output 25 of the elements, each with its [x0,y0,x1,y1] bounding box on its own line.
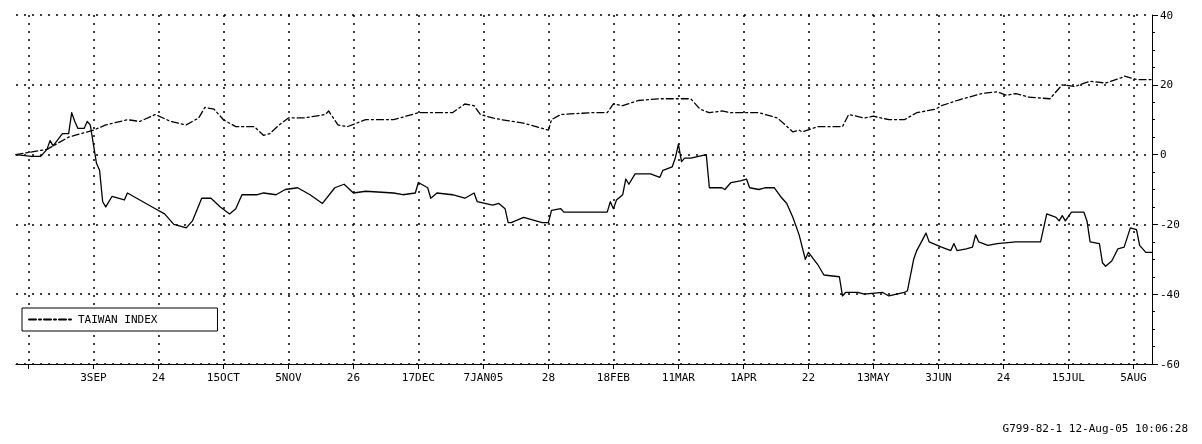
text: G799-82-1 12-Aug-05 10:06:28 [1002,422,1189,435]
x-tick-label: 24 [996,371,1011,384]
y-tick-label: 20 [1160,78,1174,92]
legend-label: TAIWAN INDEX [78,313,158,326]
x-tick-label: 15OCT [206,371,241,384]
x-tick-label: 22 [801,371,816,384]
x-tick-label: 18FEB [596,371,631,384]
x-tick-label: 3JUN [925,371,952,384]
x-tick-label: 11MAR [661,371,696,384]
y-tick-label: 0 [1160,148,1167,162]
x-tick-label: 15JUL [1051,371,1086,384]
x-tick-label: 24 [151,371,166,384]
x-tick-label: 5NOV [275,371,303,384]
y-tick-label: -40 [1160,287,1180,301]
x-tick-label: 1APR [730,371,758,384]
x-tick-label: 17DEC [401,371,435,384]
x-tick-label: 3SEP [80,371,107,384]
x-tick-label: 28 [541,371,556,384]
x-tick-label: 26 [346,371,361,384]
x-tick-label: 5AUG [1120,371,1147,384]
y-tick-label: 40 [1160,8,1174,22]
x-tick-label: 13MAY [856,371,891,384]
y-tick-label: -20 [1160,217,1180,231]
y-tick-label: -60 [1160,357,1180,371]
x-tick-label: 7JAN05 [463,371,504,384]
